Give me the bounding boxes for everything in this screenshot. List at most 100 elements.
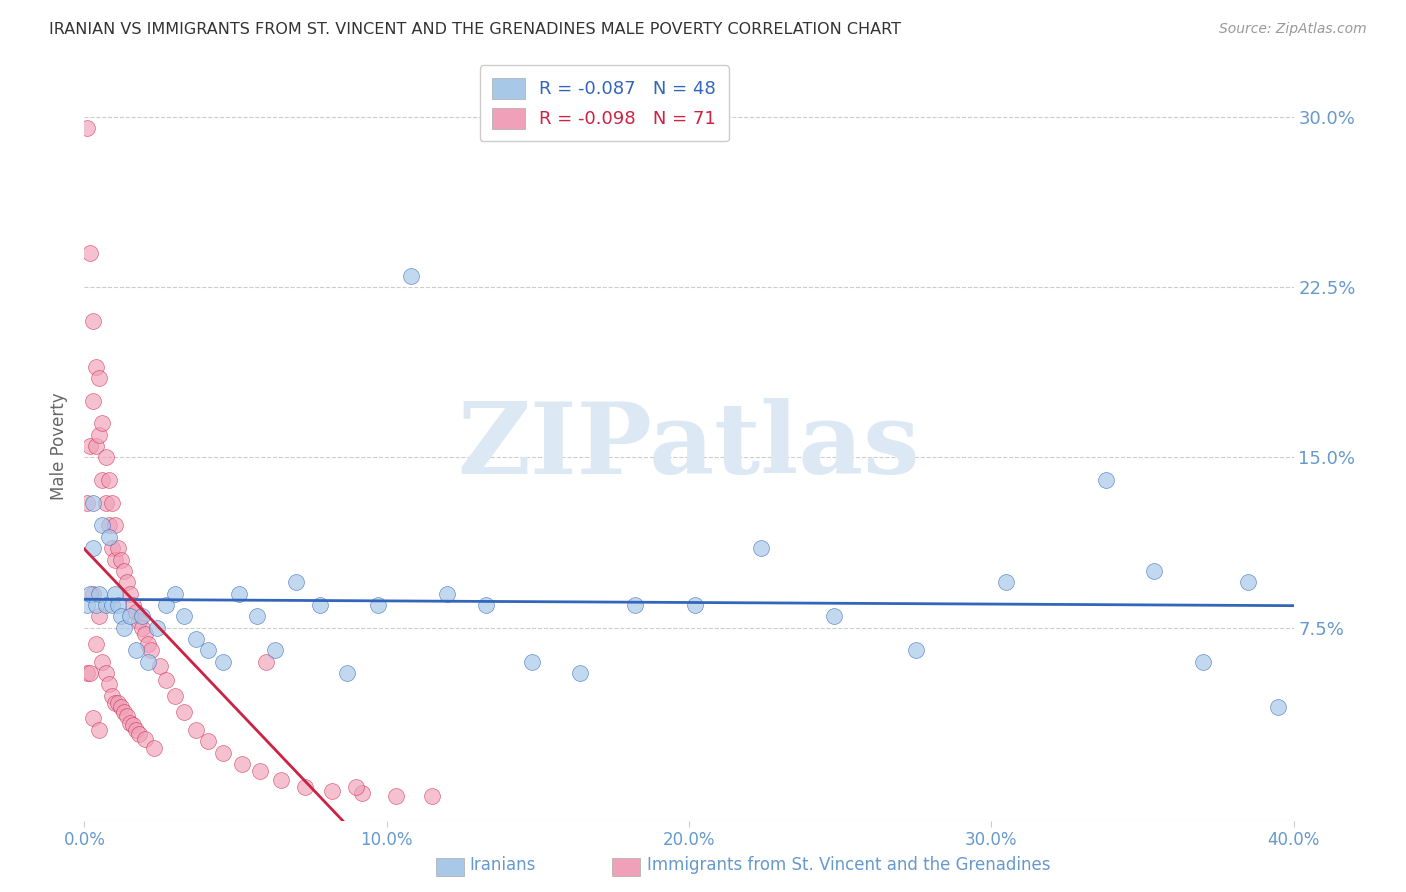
Point <box>246 609 269 624</box>
Point <box>110 700 132 714</box>
Point <box>97 518 120 533</box>
Point <box>186 632 208 646</box>
Point <box>121 598 143 612</box>
Point <box>623 598 645 612</box>
Point <box>118 716 141 731</box>
Point <box>751 541 773 556</box>
Point <box>125 643 148 657</box>
Point <box>89 371 111 385</box>
Point <box>89 609 111 624</box>
Point <box>520 655 543 669</box>
Point <box>104 586 127 600</box>
Point <box>155 673 177 687</box>
Point <box>134 731 156 746</box>
Point <box>1192 655 1215 669</box>
Point <box>107 696 129 710</box>
Y-axis label: Male Poverty: Male Poverty <box>51 392 69 500</box>
Point <box>346 780 368 794</box>
Point <box>115 709 138 723</box>
Point <box>104 518 127 533</box>
Point <box>82 711 104 725</box>
Point <box>125 605 148 619</box>
Point <box>82 393 104 408</box>
Point <box>107 541 129 556</box>
Point <box>399 268 422 283</box>
Point <box>125 723 148 737</box>
Point <box>91 655 114 669</box>
Text: Iranians: Iranians <box>470 856 536 874</box>
Point <box>112 621 135 635</box>
Point <box>823 609 845 624</box>
Text: IRANIAN VS IMMIGRANTS FROM ST. VINCENT AND THE GRENADINES MALE POVERTY CORRELATI: IRANIAN VS IMMIGRANTS FROM ST. VINCENT A… <box>49 22 901 37</box>
Point <box>121 718 143 732</box>
Legend: R = -0.087   N = 48, R = -0.098   N = 71: R = -0.087 N = 48, R = -0.098 N = 71 <box>479 65 728 142</box>
Point <box>82 314 104 328</box>
Point <box>79 666 101 681</box>
Point <box>1267 700 1289 714</box>
Point <box>420 789 443 803</box>
Point <box>100 598 122 612</box>
Point <box>82 496 104 510</box>
Text: ZIPatlas: ZIPatlas <box>458 398 920 494</box>
Point <box>89 427 111 442</box>
Point <box>97 677 120 691</box>
Point <box>89 723 111 737</box>
Point <box>76 496 98 510</box>
Point <box>82 586 104 600</box>
Point <box>1237 575 1260 590</box>
Point <box>142 741 165 756</box>
Point <box>294 780 316 794</box>
Point <box>89 586 111 600</box>
Point <box>91 518 114 533</box>
Point <box>384 789 406 803</box>
Point <box>76 121 98 136</box>
Point <box>231 756 253 771</box>
Point <box>86 439 108 453</box>
Point <box>76 666 98 681</box>
Point <box>118 609 141 624</box>
Point <box>270 772 292 787</box>
Point <box>112 564 135 578</box>
Point <box>904 643 927 657</box>
Point <box>115 575 138 590</box>
Point <box>165 689 187 703</box>
Point <box>285 575 308 590</box>
Point <box>94 496 117 510</box>
Point <box>94 666 117 681</box>
Point <box>149 659 172 673</box>
Point <box>186 723 208 737</box>
Point <box>91 417 114 431</box>
Point <box>79 246 101 260</box>
Point <box>197 643 219 657</box>
Point <box>173 609 195 624</box>
Point <box>212 746 235 760</box>
Point <box>475 598 498 612</box>
Point <box>82 541 104 556</box>
Point <box>131 609 153 624</box>
Text: Source: ZipAtlas.com: Source: ZipAtlas.com <box>1219 22 1367 37</box>
Point <box>112 705 135 719</box>
Point <box>249 764 271 778</box>
Point <box>309 598 332 612</box>
Point <box>100 541 122 556</box>
Point <box>110 552 132 566</box>
Point <box>367 598 389 612</box>
Point <box>107 598 129 612</box>
Point <box>100 496 122 510</box>
Point <box>436 586 458 600</box>
Point <box>995 575 1018 590</box>
Point <box>97 530 120 544</box>
Point <box>173 705 195 719</box>
Point <box>94 598 117 612</box>
Point <box>321 784 343 798</box>
Point <box>100 689 122 703</box>
Point <box>86 598 108 612</box>
Point <box>146 621 169 635</box>
Point <box>128 614 150 628</box>
Point <box>110 609 132 624</box>
Point <box>136 655 159 669</box>
Point <box>94 450 117 465</box>
Point <box>155 598 177 612</box>
Point <box>79 439 101 453</box>
Point <box>104 552 127 566</box>
